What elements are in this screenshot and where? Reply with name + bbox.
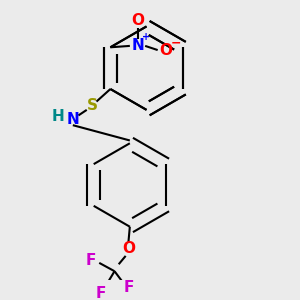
Text: S: S <box>87 98 98 113</box>
Text: F: F <box>123 280 134 296</box>
Text: O: O <box>132 14 145 28</box>
Text: N: N <box>67 112 79 127</box>
Text: O: O <box>122 242 135 256</box>
Text: F: F <box>86 253 96 268</box>
Text: −: − <box>170 37 181 50</box>
Text: +: + <box>142 32 150 42</box>
Text: H: H <box>51 109 64 124</box>
Text: N: N <box>132 38 145 53</box>
Text: O: O <box>160 43 172 58</box>
Text: F: F <box>95 286 106 300</box>
